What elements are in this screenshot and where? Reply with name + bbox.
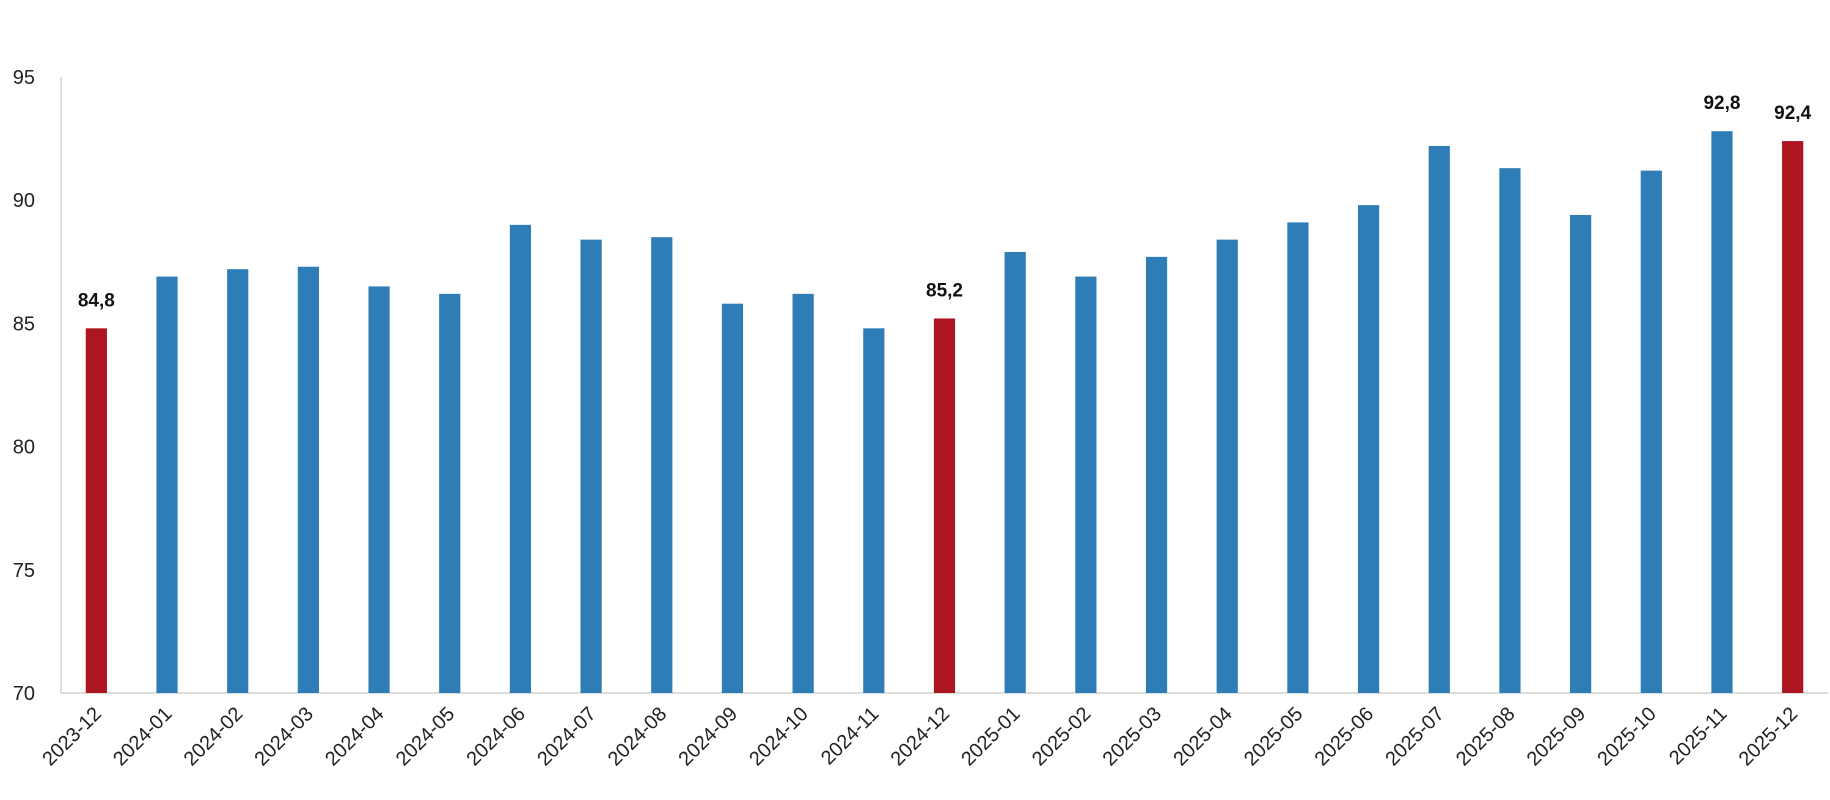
- x-tick-label: 2023-12: [38, 703, 105, 770]
- bar: [1004, 251, 1026, 693]
- bar: [1711, 131, 1733, 693]
- x-tick-label: 2024-08: [604, 703, 671, 770]
- x-tick-label: 2025-05: [1240, 703, 1307, 770]
- bar: [1287, 222, 1309, 693]
- x-tick-label: 2024-05: [392, 703, 459, 770]
- bar: [368, 286, 390, 693]
- x-tick-label: 2024-03: [250, 703, 317, 770]
- bar: [439, 293, 461, 693]
- bar: [580, 239, 602, 693]
- x-tick-label: 2024-02: [180, 703, 247, 770]
- x-tick-label: 2025-08: [1452, 703, 1519, 770]
- bar: [1357, 205, 1380, 694]
- y-tick-label: 95: [13, 67, 35, 89]
- bar: [156, 276, 178, 693]
- x-tick-label: 2024-01: [109, 703, 176, 770]
- data-label: 92,4: [1774, 103, 1811, 124]
- x-tick-label: 2025-11: [1665, 703, 1731, 769]
- bar: [933, 318, 956, 693]
- bar: [1782, 141, 1804, 694]
- bar: [721, 303, 744, 693]
- x-tick-label: 2025-07: [1381, 703, 1448, 770]
- bar: [227, 269, 249, 693]
- bar: [297, 266, 319, 693]
- data-label: 84,8: [78, 290, 115, 311]
- bar: [792, 293, 814, 693]
- x-tick-label: 2025-10: [1593, 703, 1660, 770]
- x-tick-label: 2024-11: [817, 703, 883, 769]
- x-tick-label: 2025-03: [1099, 703, 1166, 770]
- x-tick-label: 2025-06: [1311, 703, 1378, 770]
- y-tick-label: 90: [13, 190, 35, 212]
- bar: [651, 237, 673, 693]
- bar: [1428, 145, 1450, 693]
- bar: [85, 328, 107, 693]
- x-tick-label: 2024-09: [675, 703, 742, 770]
- x-tick-label: 2024-04: [321, 703, 388, 770]
- y-tick-label: 85: [13, 313, 35, 335]
- bar: [509, 224, 532, 693]
- bar: [1216, 239, 1238, 693]
- bar: [1075, 276, 1097, 693]
- bar: [863, 328, 885, 693]
- bar: [1640, 170, 1662, 693]
- x-tick-label: 2024-10: [745, 703, 812, 770]
- bar: [1145, 256, 1168, 693]
- x-tick-label: 2025-09: [1523, 703, 1590, 770]
- x-tick-label: 2025-01: [957, 703, 1024, 770]
- data-label: 85,2: [926, 280, 963, 301]
- y-tick-label: 70: [13, 683, 35, 705]
- y-tick-label: 75: [13, 560, 35, 582]
- x-tick-label: 2024-07: [533, 703, 600, 770]
- bar: [1499, 168, 1521, 694]
- y-tick-label: 80: [13, 437, 35, 459]
- x-tick-label: 2024-06: [462, 703, 529, 770]
- data-label: 92,8: [1703, 93, 1740, 114]
- x-tick-label: 2025-04: [1169, 703, 1236, 770]
- bar: [1570, 214, 1592, 693]
- x-tick-label: 2025-12: [1735, 703, 1802, 770]
- x-tick-label: 2024-12: [887, 703, 954, 770]
- x-tick-label: 2025-02: [1028, 703, 1095, 770]
